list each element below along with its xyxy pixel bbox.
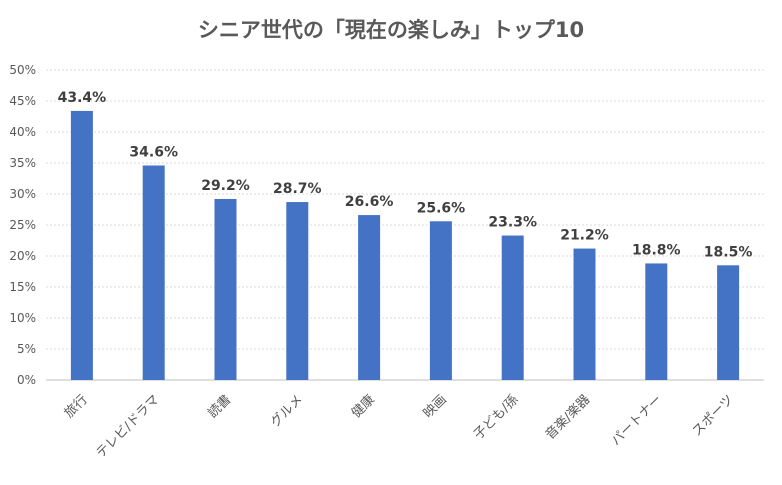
y-tick-label: 10% <box>9 311 36 325</box>
y-tick-label: 15% <box>9 280 36 294</box>
bar <box>286 202 309 380</box>
bar <box>573 248 596 380</box>
data-label: 29.2% <box>201 178 250 194</box>
x-tick-label: 読書 <box>205 392 235 422</box>
y-tick-label: 5% <box>17 342 36 356</box>
x-tick-label: スポーツ <box>690 392 737 439</box>
x-tick-label: 映画 <box>421 392 450 421</box>
data-label: 43.4% <box>58 90 107 106</box>
data-label: 23.3% <box>488 215 537 231</box>
x-tick-label: 旅行 <box>62 392 91 421</box>
x-tick-label: 子ども/孫 <box>471 392 521 442</box>
x-tick-label: パートナー <box>609 392 666 449</box>
data-label: 34.6% <box>129 144 178 160</box>
bar <box>358 215 381 380</box>
x-tick-label: 音楽/楽器 <box>542 392 593 443</box>
data-label: 21.2% <box>560 228 609 244</box>
y-tick-label: 50% <box>9 63 36 77</box>
bar <box>429 221 452 380</box>
y-tick-label: 0% <box>17 373 36 387</box>
data-label: 25.6% <box>417 200 466 216</box>
data-label: 28.7% <box>273 181 322 197</box>
chart-title: シニア世代の「現在の楽しみ」トップ10 <box>197 18 585 42</box>
y-tick-label: 45% <box>9 94 36 108</box>
bar <box>214 198 237 380</box>
y-tick-label: 35% <box>9 156 36 170</box>
x-tick-label: グルメ <box>268 392 306 430</box>
bar <box>645 263 668 380</box>
bar <box>142 165 165 380</box>
y-tick-label: 40% <box>9 125 36 139</box>
bar <box>501 235 524 380</box>
y-tick-label: 25% <box>9 218 36 232</box>
x-tick-label: 健康 <box>348 392 378 422</box>
data-label: 18.8% <box>632 242 681 258</box>
data-label: 18.5% <box>704 244 753 260</box>
bar <box>70 110 93 381</box>
y-tick-label: 20% <box>9 249 36 263</box>
x-tick-label: テレビ/ドラマ <box>94 392 163 461</box>
y-tick-label: 30% <box>9 187 36 201</box>
data-label: 26.6% <box>345 194 394 210</box>
bar <box>717 265 740 380</box>
